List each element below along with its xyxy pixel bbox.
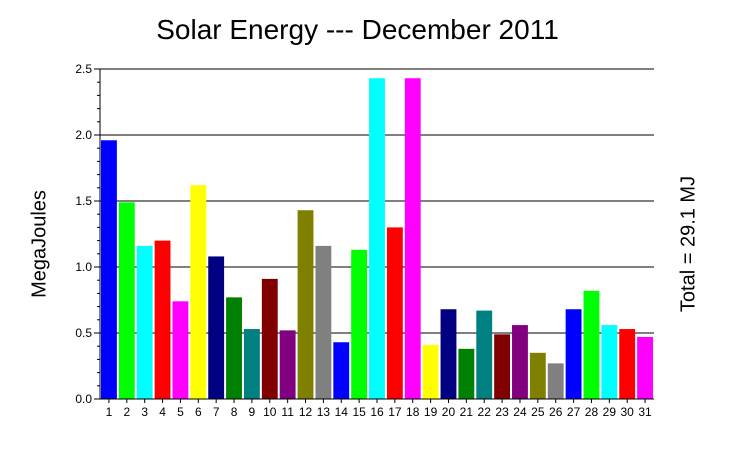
x-tick-label: 6	[195, 405, 202, 419]
x-tick-label: 16	[370, 405, 384, 419]
bar	[512, 325, 528, 399]
bar	[637, 336, 653, 399]
x-tick-label: 17	[388, 405, 402, 419]
x-tick-label: 31	[638, 405, 652, 419]
y-tick-label: 2.5	[75, 62, 92, 76]
y-tick-label: 1.5	[75, 194, 92, 208]
bar	[583, 290, 600, 399]
x-tick-label: 14	[335, 405, 349, 419]
bar	[386, 227, 403, 399]
bar	[494, 334, 511, 399]
x-tick-label: 25	[531, 405, 545, 419]
bar	[601, 325, 618, 399]
bar	[226, 297, 242, 399]
bar	[529, 352, 546, 399]
y-tick-label: 2.0	[75, 128, 92, 142]
x-tick-label: 15	[352, 405, 366, 419]
bar	[369, 78, 385, 400]
bar	[208, 256, 225, 399]
y-tick-label: 1.0	[75, 260, 92, 274]
bar	[476, 310, 493, 399]
bar	[422, 344, 439, 399]
bar	[458, 348, 475, 399]
bar	[261, 278, 278, 399]
bar	[297, 210, 314, 399]
bar	[315, 245, 332, 399]
bar	[547, 363, 564, 399]
bar	[565, 309, 582, 399]
x-tick-label: 29	[603, 405, 617, 419]
bar	[243, 329, 260, 399]
bar	[118, 202, 135, 399]
bar	[619, 329, 636, 399]
x-tick-label: 2	[123, 405, 130, 419]
bar	[440, 309, 457, 399]
x-tick-label: 30	[621, 405, 635, 419]
bar	[154, 240, 171, 399]
x-tick-label: 22	[478, 405, 492, 419]
x-tick-label: 7	[213, 405, 220, 419]
x-tick-label: 1	[106, 405, 113, 419]
x-tick-label: 9	[249, 405, 256, 419]
x-tick-label: 23	[495, 405, 509, 419]
x-tick-label: 28	[585, 405, 599, 419]
bar	[404, 78, 421, 400]
bar	[136, 245, 153, 399]
x-tick-label: 13	[317, 405, 331, 419]
y-tick-label: 0.5	[75, 326, 92, 340]
x-tick-label: 8	[231, 405, 238, 419]
x-tick-label: 19	[424, 405, 438, 419]
x-tick-label: 18	[406, 405, 420, 419]
chart-title: Solar Energy --- December 2011	[156, 14, 559, 45]
bar	[190, 185, 207, 399]
bar	[279, 330, 296, 399]
bar	[351, 249, 368, 399]
x-tick-label: 27	[567, 405, 581, 419]
x-tick-label: 3	[141, 405, 148, 419]
x-tick-label: 21	[460, 405, 474, 419]
x-tick-label: 11	[281, 405, 294, 419]
bar	[172, 301, 189, 399]
x-tick-label: 26	[549, 405, 563, 419]
y-tick-label: 0.0	[75, 392, 92, 406]
x-tick-label: 4	[159, 405, 166, 419]
x-tick-label: 5	[177, 405, 184, 419]
x-tick-label: 12	[299, 405, 313, 419]
x-tick-label: 10	[263, 405, 277, 419]
bar	[333, 342, 350, 399]
x-tick-label: 20	[442, 405, 456, 419]
x-tick-label: 24	[513, 405, 527, 419]
bar	[101, 140, 117, 399]
